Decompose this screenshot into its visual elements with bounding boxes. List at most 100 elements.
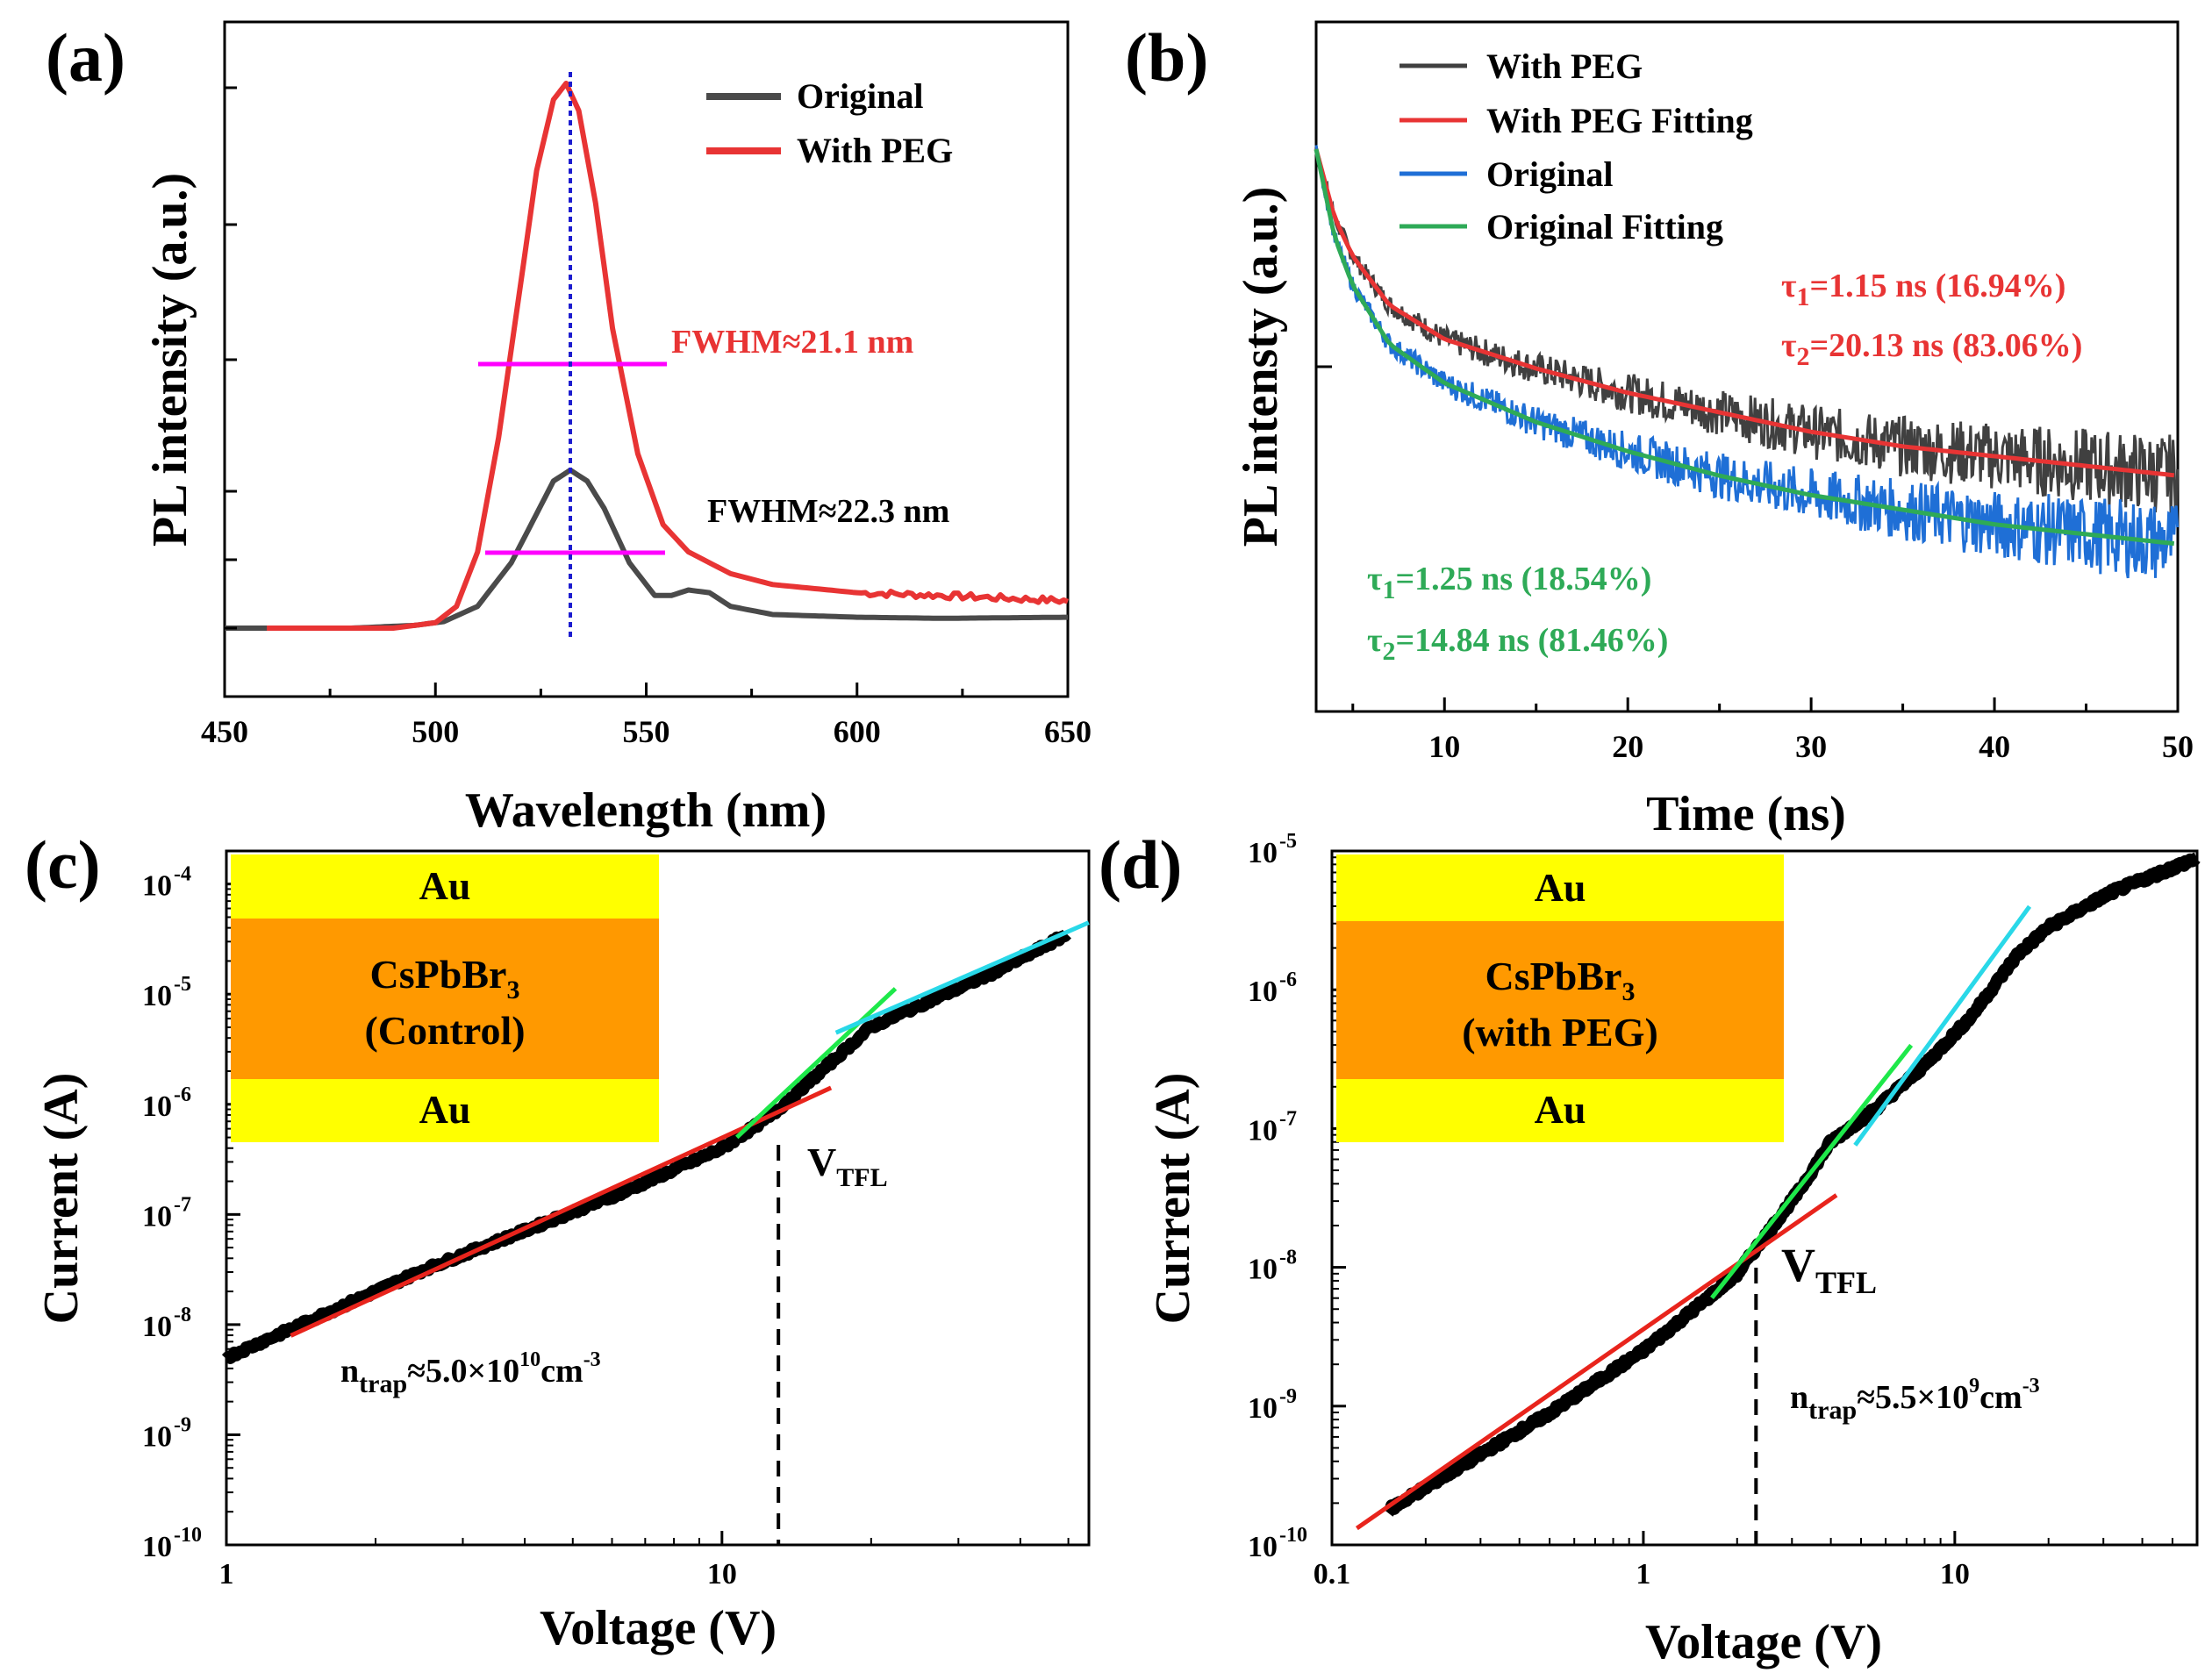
panel-d: (d) 10-1010-910-810-710-610 -50.1 1 10 Au C… <box>1099 826 2201 1669</box>
x-tick-label: 600 <box>834 714 881 749</box>
y-tick-exponent: -9 <box>1279 1385 1297 1408</box>
fwhm-original-label: FWHM≈22.3 nm <box>707 493 949 530</box>
inset-perovskite-label: CsPbBr3 <box>370 952 520 1004</box>
inset-perovskite-layer <box>1336 921 1784 1079</box>
panel-b: (b) 10 20 30 40 50 With PEG With PEG Fitting… <box>1125 19 2194 841</box>
panel-a-legend: Original With PEG <box>706 76 953 170</box>
v-tfl-label-c: VTFL <box>807 1140 888 1192</box>
panel-d-axes-frame <box>1330 849 2199 1547</box>
legend-original-fitting-label: Original Fitting <box>1486 207 1723 247</box>
panel-d-xlabel: Voltage (V) <box>1645 1615 1882 1669</box>
legend-with-peg-label: With PEG <box>797 131 953 170</box>
panel-b-legend: With PEG With PEG Fitting Original Origi… <box>1400 46 1753 247</box>
panel-c: (c) 10 -1010 -910 -810 -710 -610 -510 -41 10 Au … <box>25 826 1091 1655</box>
x-tick-label: 10 <box>1940 1558 1970 1591</box>
fit-line-trap-filling <box>1710 1043 1914 1299</box>
y-tick-exponent: -5 <box>1279 830 1297 853</box>
panel-a-ylabel: PL intensity (a.u.) <box>143 173 197 547</box>
panel-c-xlabel: Voltage (V) <box>540 1601 777 1655</box>
inset-perovskite-layer <box>231 919 659 1079</box>
tau1-with-peg: τ1=1.15 ns (16.94%) <box>1781 268 2065 311</box>
y-tick-label: 10 <box>142 1420 172 1453</box>
inset-bottom-au-layer <box>231 1079 659 1142</box>
panel-c-axes-frame <box>225 849 1091 1547</box>
y-tick-label: 10 <box>142 1531 172 1563</box>
y-tick-label: 10 <box>1248 1531 1278 1563</box>
tau1-original: τ1=1.25 ns (18.54%) <box>1367 561 1651 604</box>
tau2-with-peg: τ2=20.13 ns (83.06%) <box>1781 327 2082 371</box>
inset-top-au-label: Au <box>419 863 471 908</box>
y-tick-label: 10 <box>1248 976 1278 1008</box>
y-tick-exponent: -7 <box>1279 1107 1297 1130</box>
y-tick-exponent: -8 <box>1279 1247 1297 1269</box>
y-tick-exponent: -6 <box>1279 969 1297 991</box>
ntrap-label-d: ntrap≈5.5×109cm-3 <box>1790 1375 2040 1425</box>
x-tick-label: 50 <box>2162 729 2194 764</box>
y-tick-label: 10 <box>142 980 172 1012</box>
fwhm-with-peg-label: FWHM≈21.1 nm <box>671 324 913 361</box>
x-tick-label: 650 <box>1044 714 1092 749</box>
fit-line-child <box>1853 904 2032 1147</box>
y-tick-exponent: -10 <box>1279 1524 1307 1547</box>
y-tick-label: 10 <box>142 1311 172 1343</box>
legend-original-label: Original <box>797 76 923 116</box>
series-line-with-peg-fitting <box>1314 148 2175 478</box>
y-tick-exponent: -5 <box>174 973 191 996</box>
x-tick-label: 1 <box>1636 1558 1650 1591</box>
panel-b-ylabel: PL intensty (a.u.) <box>1234 187 1288 547</box>
inset-bottom-au-layer <box>1336 1079 1784 1142</box>
inset-top-au-layer <box>231 854 659 919</box>
device-inset-control: Au CsPbBr3 (Control) Au <box>231 854 659 1142</box>
inset-perovskite-condition: (with PEG) <box>1462 1010 1658 1054</box>
iv-data-curve <box>221 929 1071 1364</box>
y-tick-exponent: -4 <box>174 863 191 886</box>
x-tick-label: 550 <box>623 714 670 749</box>
series-line-with-peg <box>1314 145 2180 517</box>
legend-with-peg-label: With PEG <box>1486 46 1643 86</box>
x-tick-label: 1 <box>219 1558 234 1591</box>
series-line-original-fitting <box>1314 148 2175 547</box>
device-inset-with-peg: Au CsPbBr3 (with PEG) Au <box>1336 854 1784 1142</box>
panel-a-xlabel: Wavelength (nm) <box>465 783 827 838</box>
series-line-original <box>1314 145 2180 579</box>
v-tfl-label-d: VTFL <box>1781 1239 1877 1300</box>
legend-original-label: Original <box>1486 154 1613 194</box>
x-tick-label: 20 <box>1612 729 1643 764</box>
series-line-with-peg <box>267 81 1070 631</box>
fit-line-ohmic <box>1355 1193 1838 1531</box>
x-tick-label: 10 <box>1428 729 1460 764</box>
y-tick-exponent: -9 <box>174 1413 191 1436</box>
y-tick-exponent: -8 <box>174 1304 191 1326</box>
fit-line-ohmic <box>290 1085 833 1338</box>
y-tick-label: 10 <box>1248 1254 1278 1286</box>
y-tick-exponent: -7 <box>174 1193 191 1216</box>
panel-d-ylabel: Current (A) <box>1146 1073 1200 1325</box>
y-tick-label: 10 <box>142 1200 172 1233</box>
ntrap-label-c: ntrap≈5.0×1010cm-3 <box>340 1348 601 1398</box>
panel-b-xlabel: Time (ns) <box>1646 787 1846 841</box>
panel-d-label: (d) <box>1099 826 1182 903</box>
panel-a: (a) 450 500 550 600 650 Original With PEG FW… <box>46 19 1092 838</box>
fit-line-trap-filling <box>735 987 898 1140</box>
panel-b-label: (b) <box>1125 19 1208 96</box>
x-tick-label: 10 <box>707 1558 737 1591</box>
panel-c-label: (c) <box>25 826 101 903</box>
inset-top-au-label: Au <box>1535 865 1586 910</box>
x-tick-label: 500 <box>412 714 459 749</box>
legend-with-peg-fitting-label: With PEG Fitting <box>1486 101 1753 140</box>
iv-data-curve <box>1383 852 2201 1518</box>
x-tick-label: 450 <box>201 714 248 749</box>
tau2-original: τ2=14.84 ns (81.46%) <box>1367 622 1668 666</box>
inset-perovskite-label: CsPbBr3 <box>1485 954 1636 1006</box>
y-tick-label: 10 <box>1248 837 1278 869</box>
x-tick-label: 40 <box>1979 729 2010 764</box>
x-tick-label: 30 <box>1795 729 1827 764</box>
y-tick-label: 10 <box>1248 1114 1278 1147</box>
inset-top-au-layer <box>1336 854 1784 921</box>
x-tick-label: 0.1 <box>1314 1558 1351 1591</box>
y-tick-label: 10 <box>142 1090 172 1123</box>
fit-line-child <box>834 920 1090 1035</box>
panel-a-label: (a) <box>46 19 125 96</box>
inset-perovskite-condition: (Control) <box>364 1008 525 1053</box>
